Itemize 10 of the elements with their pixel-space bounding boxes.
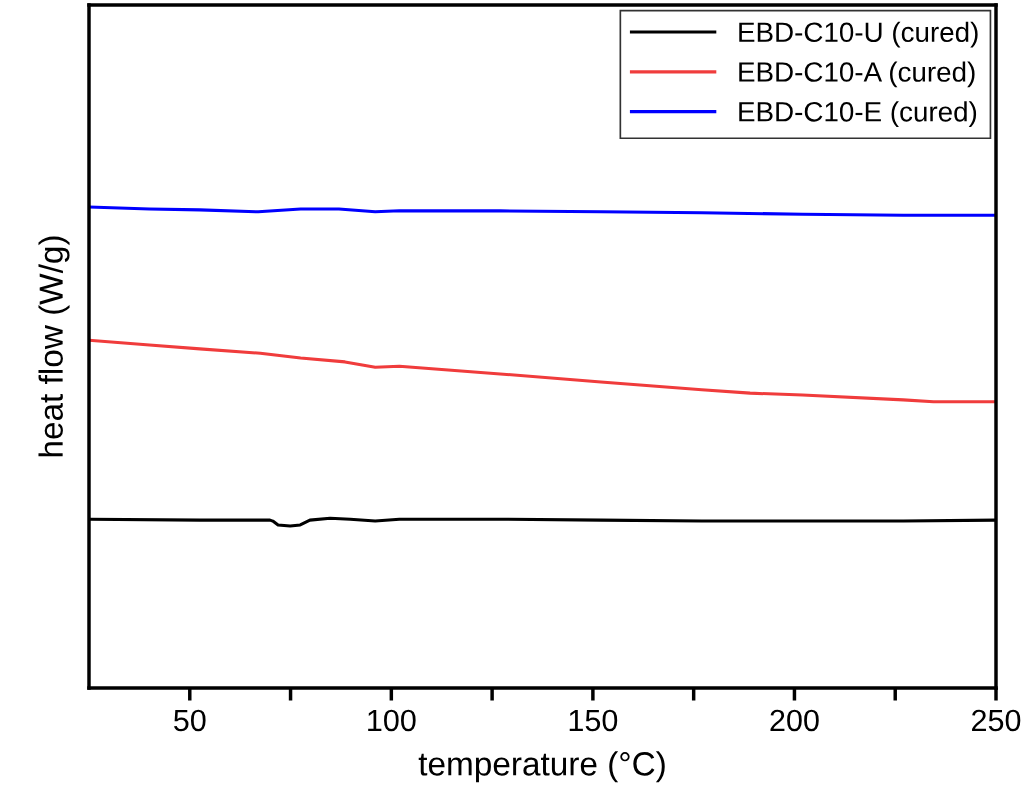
- legend-label: EBD-C10-A (cured): [739, 61, 975, 88]
- x-tick-label: 200: [770, 709, 819, 732]
- x-axis-title: temperature (°C): [418, 751, 665, 783]
- legend-label: EBD-C10-U (cured): [739, 21, 978, 48]
- x-tick-label: 150: [569, 709, 618, 732]
- x-tick-label: 100: [368, 709, 416, 732]
- x-tick-label: 50: [174, 709, 206, 732]
- y-axis-title: heat flow (W/g): [38, 236, 70, 457]
- x-tick-label: 250: [972, 709, 1021, 732]
- legend-label: EBD-C10-E (cured): [739, 101, 977, 128]
